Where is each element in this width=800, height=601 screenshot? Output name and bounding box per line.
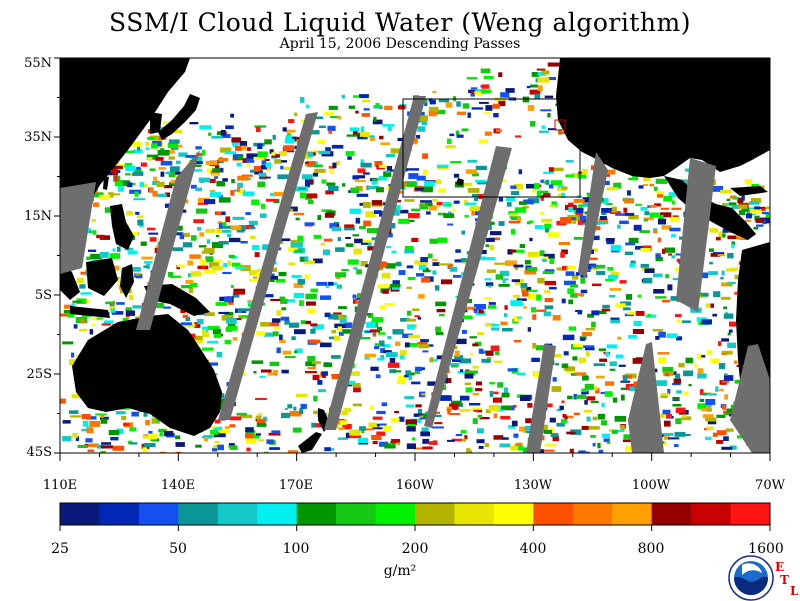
lon-label-170e: 170E (278, 478, 314, 493)
colorbar-label-1600: 1600 (748, 541, 784, 557)
colorbar-units: g/m² (383, 563, 417, 579)
colorbar (59, 502, 771, 531)
colorbar-swatch (257, 503, 298, 525)
land-sulawesi (120, 264, 134, 298)
land-korea (150, 112, 162, 134)
swath-gap-2 (136, 150, 200, 330)
lon-label-160w: 160W (395, 478, 435, 493)
lon-label-70w: 70W (755, 478, 785, 493)
land-new-zealand-south (298, 432, 322, 453)
land-north-america (556, 58, 770, 178)
colorbar-swatch (60, 503, 100, 525)
lat-label-15n: 15N (24, 209, 52, 224)
swath-gap-8 (676, 158, 716, 312)
land-philippines (110, 204, 134, 250)
land-masses (60, 58, 770, 453)
noaa-logo-icon (728, 555, 774, 601)
colorbar-swatch (572, 503, 613, 525)
etl-letter-e: E (775, 560, 785, 574)
colorbar-label-25: 25 (51, 541, 69, 557)
swath-gap-4 (324, 96, 426, 430)
lat-label-45s: 45S (26, 445, 52, 460)
swath-gap-9 (628, 342, 664, 453)
colorbar-label-100: 100 (282, 541, 310, 557)
swath-gap-10 (730, 344, 770, 453)
etl-letter-t: T (780, 573, 789, 587)
colorbar-swatch (138, 503, 179, 525)
etl-letter-l: L (790, 584, 799, 598)
region-box-small (554, 119, 566, 131)
colorbar-label-800: 800 (637, 541, 665, 557)
colorbar-swatch (375, 503, 416, 525)
lon-label-140e: 140E (160, 478, 196, 493)
colorbar-label-200: 200 (401, 541, 429, 557)
colorbar-swatch (99, 503, 140, 525)
swath-gaps (60, 96, 770, 453)
axis-ticks (54, 57, 771, 461)
land-australia (72, 314, 222, 436)
colorbar-swatch (691, 503, 732, 525)
colorbar-swatch (651, 503, 692, 525)
lon-label-130w: 130W (513, 478, 553, 493)
land-java (70, 306, 110, 318)
swath-gap-1 (60, 182, 96, 274)
land-borneo (86, 258, 118, 296)
swath-gap-7 (526, 344, 556, 453)
colorbar-swatch (730, 503, 771, 525)
land-japan (158, 94, 200, 140)
lon-label-100w: 100W (631, 478, 671, 493)
land-cuba (730, 186, 768, 196)
colorbar-swatch (178, 503, 219, 525)
colorbar-swatch (612, 503, 653, 525)
land-taiwan (103, 176, 109, 190)
lat-label-5s: 5S (34, 288, 52, 303)
lon-label-110e: 110E (42, 478, 78, 493)
lat-label-55n: 55N (24, 56, 52, 71)
colorbar-label-400: 400 (519, 541, 547, 557)
colorbar-swatch (415, 503, 455, 525)
swath-gap-3 (218, 112, 318, 420)
colorbar-swatch (493, 503, 534, 525)
colorbar-swatch (217, 503, 258, 525)
map-title: SSM/I Cloud Liquid Water (Weng algorithm… (109, 8, 691, 37)
lat-label-25s: 25S (26, 367, 52, 382)
land-hawaii (456, 178, 464, 186)
colorbar-swatch (336, 503, 377, 525)
map-subtitle: April 15, 2006 Descending Passes (279, 36, 521, 52)
swath-gap-6 (578, 152, 608, 278)
region-box (402, 98, 581, 198)
land-asia (60, 58, 190, 272)
lat-label-35n: 35N (24, 130, 52, 145)
colorbar-swatch (533, 503, 574, 525)
colorbar-swatch (454, 503, 495, 525)
swath-gap-5 (424, 146, 512, 428)
colorbar-swatch (296, 503, 337, 525)
colorbar-label-50: 50 (169, 541, 187, 557)
